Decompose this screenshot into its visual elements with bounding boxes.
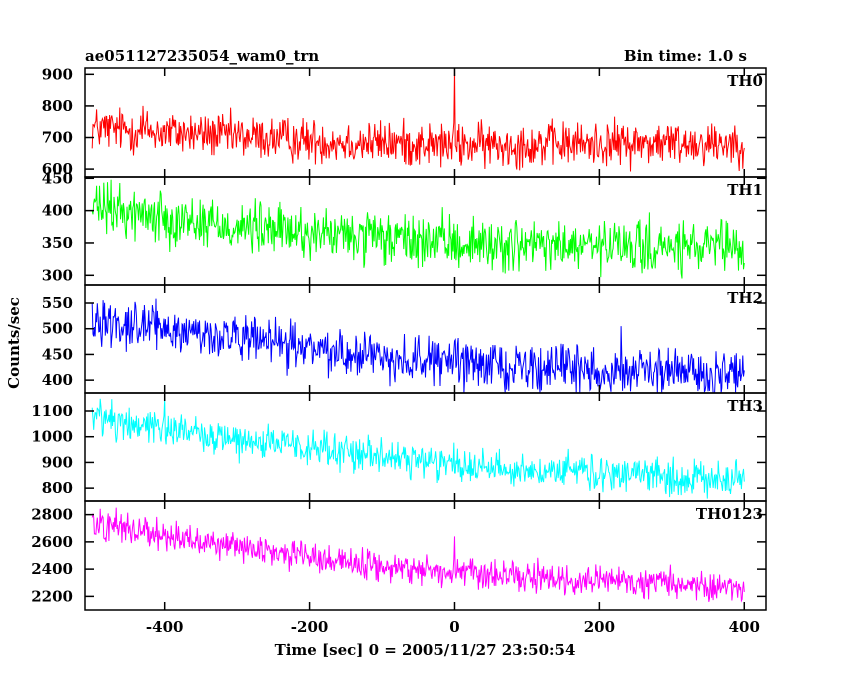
panel-label: TH0 <box>727 72 763 90</box>
chart-title: ae051127235054_wam0_trn <box>85 47 319 65</box>
y-tick-label: 800 <box>42 97 73 115</box>
series-line-th0123 <box>91 507 745 603</box>
series-line-th3 <box>91 398 745 499</box>
series-line-th2 <box>91 298 745 394</box>
y-tick-label: 450 <box>42 169 73 187</box>
panel-frame <box>84 176 767 286</box>
x-tick-label: -200 <box>291 618 329 636</box>
series-line-th0 <box>91 67 745 172</box>
y-tick-label: 2200 <box>31 587 73 605</box>
y-tick-label: 1000 <box>31 428 73 446</box>
panel-th0: 600 700 800 900 TH0 <box>42 65 767 178</box>
series-line-th1 <box>91 179 745 279</box>
y-tick-label: 900 <box>42 65 73 83</box>
x-tick-label: -400 <box>146 618 184 636</box>
x-tick-label: 200 <box>584 618 615 636</box>
y-tick-label: 300 <box>42 266 73 284</box>
y-tick-label: 1100 <box>31 402 73 420</box>
y-tick-label: 400 <box>42 202 73 220</box>
x-tick-label: 400 <box>729 618 760 636</box>
y-tick-label: 800 <box>42 479 73 497</box>
y-tick-label: 2400 <box>31 560 73 578</box>
y-tick-label: 550 <box>42 294 73 312</box>
panel-frame <box>84 67 767 178</box>
panel-th2: 400 450 500 550 TH2 <box>42 284 767 394</box>
panel-frame <box>84 500 767 611</box>
panel-label: TH1 <box>727 181 763 199</box>
y-tick-label: 600 <box>42 160 73 178</box>
panels-group: 600 700 800 900 TH0 300 350 400 450 TH1 400 450 500 5… <box>31 65 767 636</box>
panel-th3: 800 900 1000 1100 TH3 <box>31 392 767 502</box>
y-tick-label: 700 <box>42 129 73 147</box>
panel-label: TH0123 <box>696 505 763 523</box>
y-tick-label: 400 <box>42 371 73 389</box>
y-tick-label: 900 <box>42 453 73 471</box>
y-tick-label: 500 <box>42 320 73 338</box>
x-tick-label: 0 <box>449 618 459 636</box>
panel-th1: 300 350 400 450 TH1 <box>42 169 767 286</box>
x-axis-label: Time [sec] 0 = 2005/11/27 23:50:54 <box>275 641 576 659</box>
y-tick-label: 450 <box>42 345 73 363</box>
y-tick-label: 2600 <box>31 533 73 551</box>
y-tick-label: 350 <box>42 234 73 252</box>
y-tick-label: 2800 <box>31 506 73 524</box>
panel-th0123: 2200 2400 2600 2800 TH0123 <box>31 500 767 611</box>
panel-label: TH3 <box>727 397 763 415</box>
panel-label: TH2 <box>727 289 763 307</box>
y-axis-label: Counts/sec <box>5 297 23 389</box>
panel-frame <box>84 392 767 502</box>
bin-time-label: Bin time: 1.0 s <box>624 47 747 65</box>
